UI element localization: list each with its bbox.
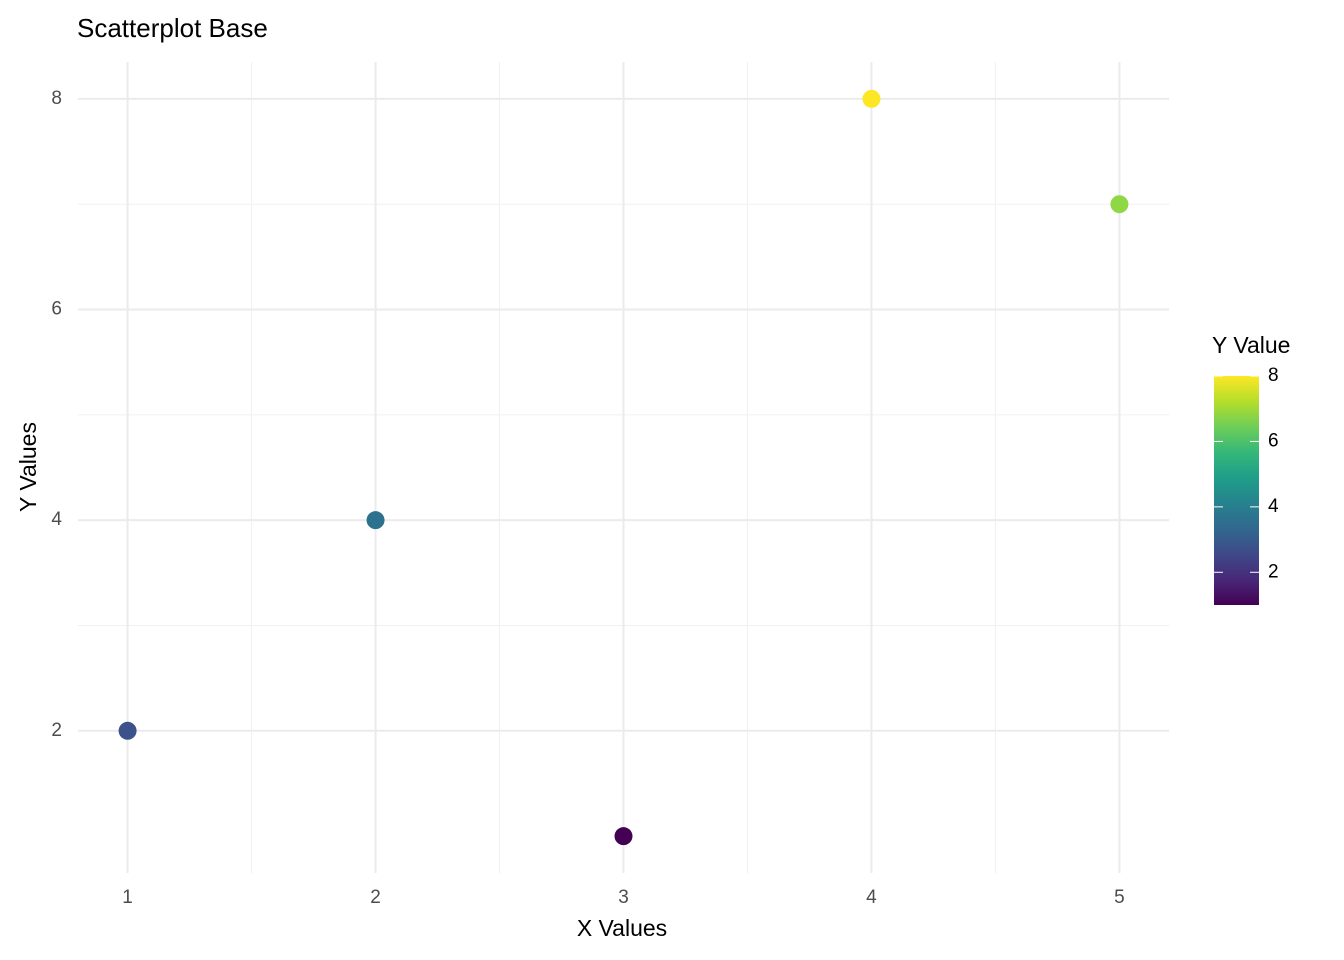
point — [614, 827, 633, 846]
point — [862, 89, 881, 108]
legend-title: Y Value — [1212, 332, 1290, 358]
chart-title: Scatterplot Base — [77, 13, 268, 43]
x-axis-label: X Values — [577, 915, 667, 941]
colorbar-label: 2 — [1268, 561, 1279, 582]
x-tick-label: 1 — [122, 887, 133, 908]
x-tick-label: 5 — [1114, 887, 1125, 908]
y-tick-label: 6 — [51, 299, 62, 320]
y-tick-label: 4 — [51, 509, 62, 530]
x-tick-label: 2 — [370, 887, 381, 908]
point — [1110, 195, 1129, 214]
colorbar-label: 6 — [1268, 430, 1279, 451]
x-tick-label: 3 — [618, 887, 629, 908]
x-tick-label: 4 — [866, 887, 877, 908]
y-tick-label: 8 — [51, 88, 62, 109]
point — [366, 511, 385, 530]
colorbar-label: 8 — [1268, 365, 1279, 386]
colorbar — [1214, 376, 1259, 605]
y-axis-label: Y Values — [15, 422, 41, 512]
colorbar-label: 4 — [1268, 496, 1279, 517]
y-tick-label: 2 — [51, 720, 62, 741]
point — [118, 721, 137, 740]
